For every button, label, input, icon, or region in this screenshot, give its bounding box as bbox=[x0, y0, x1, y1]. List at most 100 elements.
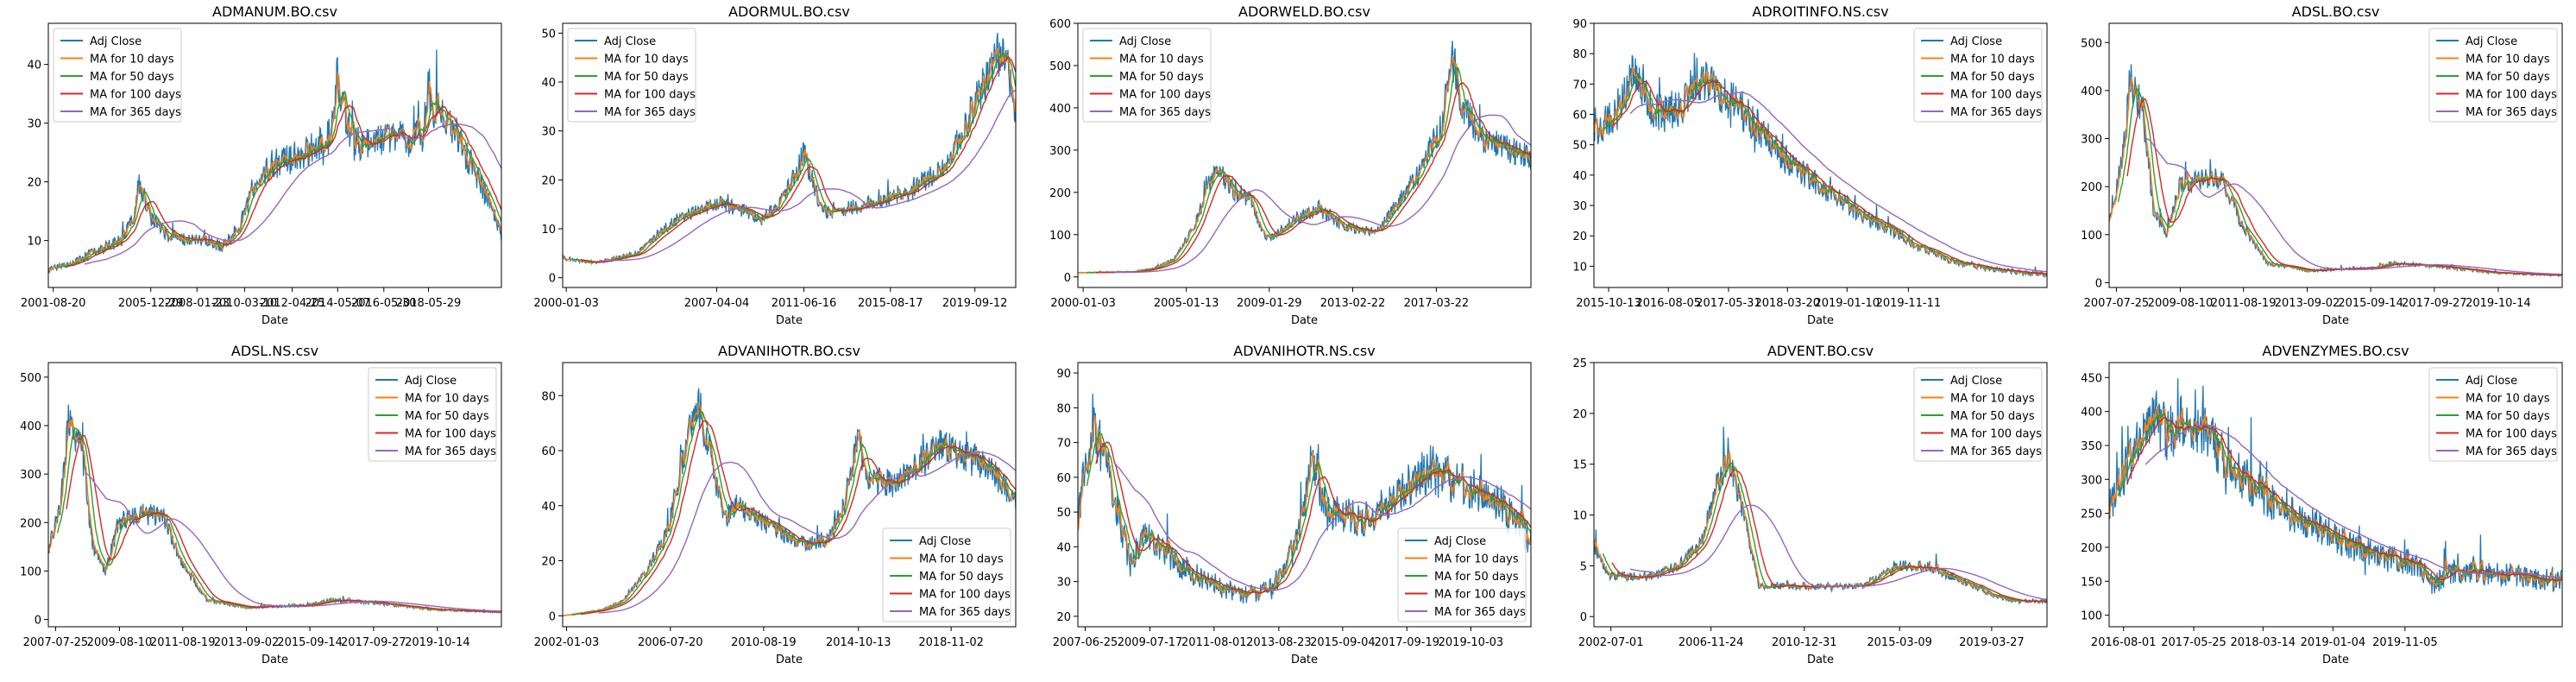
y-tick-label: 30 bbox=[1056, 577, 1071, 590]
legend-entry: MA for 10 days bbox=[1434, 553, 1519, 566]
legend-entry: Adj Close bbox=[1434, 535, 1486, 548]
y-tick-label: 20 bbox=[1056, 611, 1071, 624]
x-tick-label: 2011-08-19 bbox=[150, 636, 216, 649]
x-tick-label: 2015-09-14 bbox=[277, 636, 343, 649]
y-tick-label: 80 bbox=[1572, 48, 1587, 61]
x-tick-label: 2006-11-24 bbox=[1678, 636, 1744, 649]
legend-entry: MA for 10 days bbox=[2466, 393, 2550, 406]
y-tick-label: 250 bbox=[2081, 508, 2102, 521]
legend-entry: MA for 365 days bbox=[919, 606, 1011, 619]
y-tick-label: 70 bbox=[1056, 438, 1071, 451]
y-tick-label: 40 bbox=[541, 501, 556, 514]
x-tick-label: 2013-09-02 bbox=[2275, 297, 2340, 310]
y-tick-label: 20 bbox=[1572, 408, 1587, 421]
y-tick-label: 40 bbox=[27, 60, 41, 73]
legend-entry: Adj Close bbox=[1950, 35, 2002, 48]
x-tick-label: 2011-06-16 bbox=[772, 297, 837, 310]
legend: Adj Close MA for 10 days MA for 50 days MA … bbox=[1914, 368, 2042, 461]
chart-panel-1: ADMANUM.BO.csv 10 20 30 40 2001-08-20 2005-12-… bbox=[14, 6, 519, 339]
y-tick-label: 600 bbox=[1049, 18, 1071, 31]
y-tick-label: 100 bbox=[2081, 610, 2102, 623]
y-tick-label: 40 bbox=[1056, 541, 1071, 554]
legend: Adj Close MA for 10 days MA for 50 days MA … bbox=[2429, 368, 2557, 461]
y-tick-label: 10 bbox=[1572, 261, 1587, 274]
x-tick-label: 2013-08-23 bbox=[1246, 636, 1312, 649]
legend-entry: MA for 365 days bbox=[405, 445, 496, 458]
x-tick-label: 2009-08-10 bbox=[87, 636, 153, 649]
legend-entry: Adj Close bbox=[2466, 35, 2517, 48]
x-tick-label: 2017-05-25 bbox=[2161, 636, 2226, 649]
chart-title: ADVENZYMES.BO.csv bbox=[2262, 343, 2409, 359]
legend: Adj Close MA for 10 days MA for 50 days MA … bbox=[1083, 28, 1211, 122]
x-tick-label: 2018-03-20 bbox=[1754, 297, 1820, 310]
y-tick-label: 400 bbox=[20, 420, 41, 433]
y-tick-label: 10 bbox=[541, 224, 556, 237]
x-tick-label: 2019-11-11 bbox=[1876, 297, 1942, 310]
y-tick-label: 80 bbox=[1056, 402, 1071, 415]
x-tick-label: 2009-01-29 bbox=[1237, 297, 1302, 310]
legend-entry: MA for 100 days bbox=[919, 589, 1011, 602]
legend-entry: MA for 10 days bbox=[2466, 54, 2550, 66]
chart-title: ADORMUL.BO.csv bbox=[728, 3, 850, 20]
chart-title: ADVANIHOTR.BO.csv bbox=[718, 343, 860, 359]
x-axis-label: Date bbox=[1291, 654, 1318, 666]
y-tick-label: 0 bbox=[35, 615, 41, 628]
legend-entry: MA for 50 days bbox=[2466, 71, 2550, 84]
x-axis-label: Date bbox=[1291, 314, 1318, 327]
chart-panel-4: ADROITINFO.NS.csv1020304050607080902015-… bbox=[1559, 6, 2064, 339]
chart-title: ADSL.BO.csv bbox=[2292, 3, 2380, 20]
legend: Adj Close MA for 10 days MA for 50 days MA … bbox=[1398, 528, 1526, 622]
legend-entry: MA for 10 days bbox=[405, 393, 489, 406]
y-tick-label: 100 bbox=[20, 565, 41, 578]
legend: Adj Close MA for 10 days MA for 50 days MA … bbox=[1914, 28, 2042, 122]
legend-entry: MA for 100 days bbox=[2466, 428, 2557, 441]
x-tick-label: 2019-10-03 bbox=[1439, 636, 1504, 649]
y-tick-label: 0 bbox=[549, 273, 556, 286]
series-line-ma-for-50-days bbox=[1603, 462, 2048, 602]
legend-entry: MA for 365 days bbox=[1434, 606, 1526, 619]
x-tick-label: 2018-05-29 bbox=[396, 297, 462, 310]
legend-entry: MA for 100 days bbox=[90, 89, 181, 102]
y-tick-label: 200 bbox=[1049, 187, 1071, 200]
legend-entry: MA for 100 days bbox=[405, 428, 496, 441]
x-tick-label: 2019-10-14 bbox=[2466, 297, 2531, 310]
x-axis-label: Date bbox=[261, 314, 288, 327]
y-tick-label: 20 bbox=[541, 174, 556, 187]
x-tick-label: 2011-08-19 bbox=[2211, 297, 2277, 310]
chart-panel-5: ADSL.BO.csv01002003004005002007-07-25200… bbox=[2075, 6, 2576, 339]
x-tick-label: 2016-08-01 bbox=[2091, 636, 2157, 649]
y-tick-label: 40 bbox=[541, 77, 556, 90]
y-tick-label: 60 bbox=[1572, 110, 1587, 123]
chart-panel-8: ADVANIHOTR.NS.csv 20 30 40 50 60 70 80 90 2007-06… bbox=[1043, 345, 1548, 679]
y-tick-label: 5 bbox=[1580, 560, 1587, 573]
legend-entry: MA for 50 days bbox=[405, 410, 489, 423]
y-tick-label: 400 bbox=[2081, 407, 2102, 420]
x-tick-label: 2006-07-20 bbox=[638, 636, 703, 649]
legend-entry: MA for 50 days bbox=[919, 571, 1004, 584]
y-tick-label: 60 bbox=[541, 445, 556, 458]
series-line-ma-for-100-days bbox=[66, 436, 501, 612]
y-tick-label: 10 bbox=[27, 236, 41, 249]
legend-entry: MA for 10 days bbox=[90, 54, 174, 66]
x-tick-label: 2019-09-12 bbox=[942, 297, 1008, 310]
legend-entry: Adj Close bbox=[1119, 35, 1171, 48]
y-tick-label: 50 bbox=[1572, 140, 1587, 153]
x-tick-label: 2005-01-13 bbox=[1154, 297, 1219, 310]
legend-entry: Adj Close bbox=[604, 35, 656, 48]
legend-entry: MA for 365 days bbox=[2466, 445, 2557, 458]
x-tick-label: 2013-02-22 bbox=[1320, 297, 1386, 310]
y-tick-label: 30 bbox=[1572, 200, 1587, 213]
series-line-ma-for-10-days bbox=[1594, 452, 2047, 603]
chart-panel-3: ADORWELD.BO.csv 0 100 200 300 400 500 600 2000-0… bbox=[1043, 6, 1548, 339]
legend-entry: MA for 100 days bbox=[2466, 89, 2557, 102]
x-axis-label: Date bbox=[2322, 654, 2349, 666]
legend-entry: MA for 50 days bbox=[2466, 410, 2550, 423]
legend-entry: MA for 50 days bbox=[604, 71, 689, 84]
x-tick-label: 2010-08-19 bbox=[731, 636, 797, 649]
legend: Adj Close MA for 10 days MA for 50 days MA … bbox=[2429, 28, 2557, 122]
x-tick-label: 2007-07-25 bbox=[23, 636, 89, 649]
x-tick-label: 2015-03-09 bbox=[1867, 636, 1932, 649]
y-tick-label: 0 bbox=[1580, 611, 1587, 624]
legend-entry: MA for 365 days bbox=[1950, 106, 2042, 119]
x-axis-label: Date bbox=[776, 654, 803, 666]
